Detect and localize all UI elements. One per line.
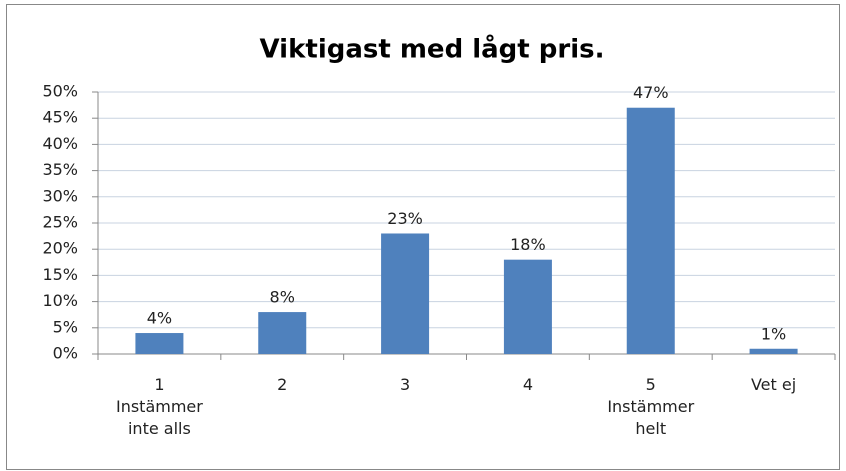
bar (503, 259, 552, 354)
y-tick-label: 30% (42, 186, 78, 205)
y-tick-label: 40% (42, 134, 78, 153)
y-tick-label: 50% (42, 82, 78, 101)
bar (258, 312, 307, 354)
x-tick-label: 2 (277, 375, 288, 394)
data-label: 23% (387, 209, 423, 228)
chart-frame (6, 4, 840, 470)
bar (135, 333, 184, 354)
y-tick-label: 20% (42, 239, 78, 258)
bar (381, 233, 430, 354)
y-tick-label: 45% (42, 108, 78, 127)
data-label: 47% (633, 83, 669, 102)
y-tick-label: 35% (42, 160, 78, 179)
data-label: 18% (510, 235, 546, 254)
data-label: 4% (147, 309, 172, 328)
x-tick-label: 3 (399, 375, 411, 394)
data-label: 1% (761, 324, 786, 343)
bar (626, 107, 675, 354)
data-label: 8% (270, 288, 295, 307)
chart-title: Viktigast med lågt pris. (260, 33, 605, 65)
bar (749, 348, 798, 354)
y-tick-label: 10% (42, 291, 78, 310)
x-tick-label: 4 (522, 375, 533, 394)
y-tick-label: 25% (42, 213, 78, 232)
y-tick-label: 0% (53, 344, 78, 363)
x-tick-label: 5 Instämmer helt (607, 375, 695, 438)
y-tick-label: 15% (42, 265, 78, 284)
x-tick-label: Vet ej (750, 375, 797, 394)
y-tick-label: 5% (53, 317, 78, 336)
x-tick-label: 1 Instämmer inte alls (115, 375, 203, 438)
